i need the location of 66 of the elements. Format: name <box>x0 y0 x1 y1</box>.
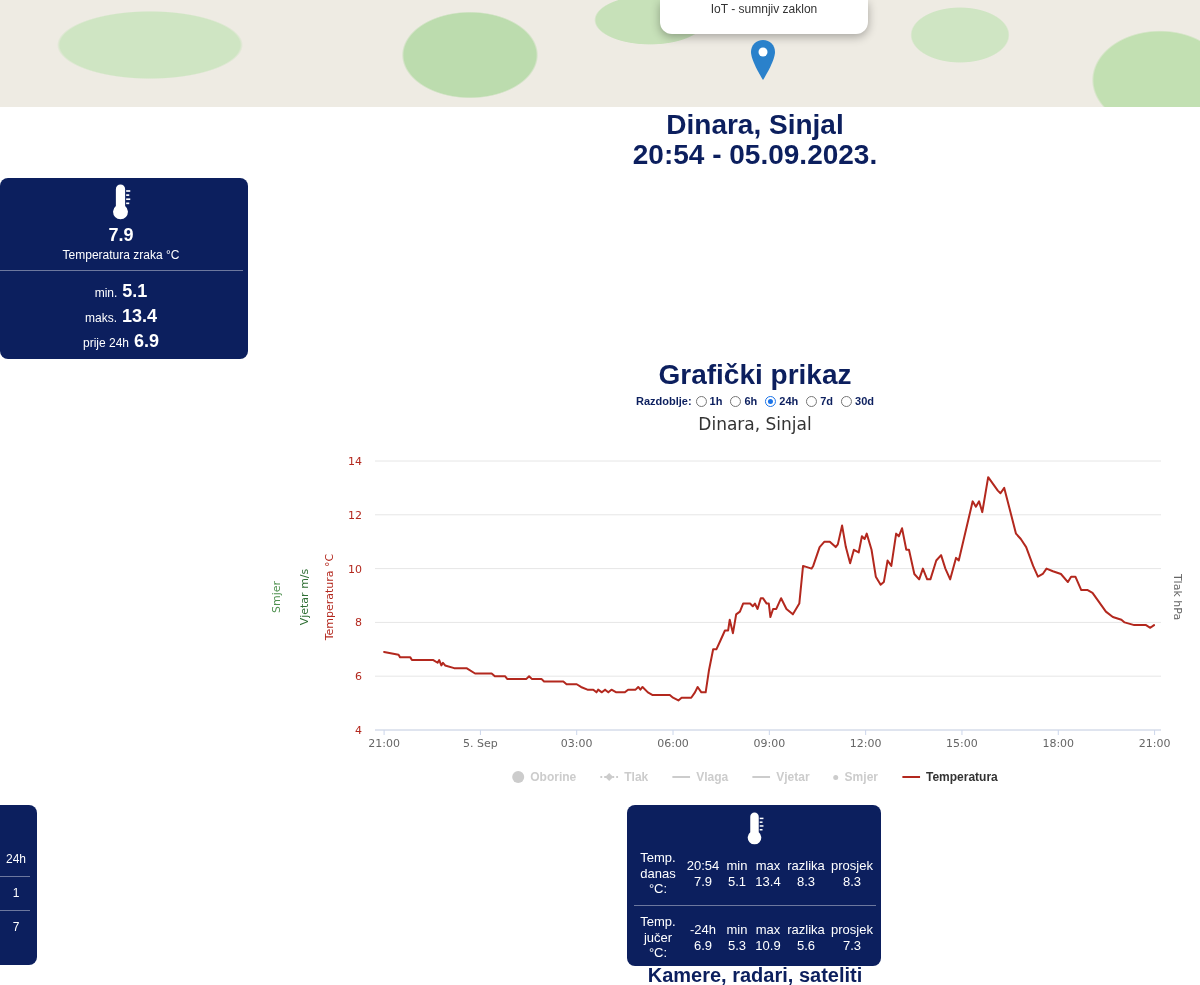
text: prosjek <box>831 858 873 873</box>
y-tick-label: 10 <box>348 562 362 576</box>
text: 5.3 <box>727 938 747 953</box>
text: Kamere, radari, sateliti <box>647 964 863 985</box>
text: Dinara, Sinjal <box>666 109 844 140</box>
text: razlika <box>787 922 825 937</box>
text: 7 <box>12 919 20 935</box>
text: 10.9 <box>755 938 781 953</box>
y-tick-label: 12 <box>348 508 362 522</box>
y-tick-label: 6 <box>355 670 362 684</box>
y2-axis-title: Tlak hPa <box>1170 573 1184 621</box>
y-axis-title: Temperatura °C <box>323 553 337 641</box>
text: IoT - sumnjiv zaklon <box>710 1 818 17</box>
text: 8.3 <box>796 874 816 889</box>
text: 1h <box>709 395 723 407</box>
text: 13.4 <box>121 305 158 327</box>
text: 24h <box>779 395 799 407</box>
text: 7.3 <box>842 938 862 953</box>
text: 5.6 <box>796 938 816 953</box>
text: prije 24h <box>82 335 129 352</box>
text: 8.3 <box>842 874 862 889</box>
x-tick-label: 21:00 <box>1138 736 1171 750</box>
text: max <box>755 922 781 937</box>
text: -24h <box>689 922 717 937</box>
x-tick-label: 21:00 <box>368 736 400 750</box>
x-tick-label: 03:00 <box>560 736 593 750</box>
text: Smjer <box>270 580 284 614</box>
text: razlika <box>787 858 825 873</box>
text: min <box>726 858 748 873</box>
x-tick-label: 06:00 <box>657 736 689 750</box>
text: 5.1 <box>122 280 148 302</box>
y-tick-label: 8 <box>355 616 362 630</box>
text: 13.4 <box>755 874 781 889</box>
text: max <box>755 858 781 873</box>
text: min <box>726 922 748 937</box>
legend-label: Temperatura <box>925 770 998 784</box>
text: 30d <box>855 395 875 407</box>
text: Vjetar m/s <box>298 568 312 626</box>
line-series <box>383 476 1156 702</box>
text: 6h <box>744 395 758 407</box>
text: min. <box>94 285 118 302</box>
text: prosjek <box>831 922 873 937</box>
text: 5.1 <box>727 874 747 889</box>
text: 7.9 <box>108 224 134 246</box>
text: 24h <box>5 851 27 867</box>
text: 7.9 <box>693 874 713 889</box>
text: 6.9 <box>134 330 160 352</box>
x-tick-label: 18:00 <box>1042 736 1075 750</box>
text: Temp. danas °C: <box>639 850 677 897</box>
text: 20:54 - 05.09.2023. <box>632 139 878 170</box>
y-tick-label: 4 <box>355 723 362 737</box>
y-tick-label: 14 <box>348 454 362 468</box>
x-tick-label: 15:00 <box>946 736 978 750</box>
x-tick-label: 12:00 <box>849 736 882 750</box>
text: Temp. jučer °C: <box>639 914 677 961</box>
text: 1 <box>12 885 20 901</box>
chart-subtitle: Dinara, Sinjal <box>698 413 812 435</box>
text: Temperatura zraka °C <box>62 247 180 263</box>
x-tick-label: 5. Sep <box>463 736 498 750</box>
text: 6.9 <box>693 938 713 953</box>
chart-title: Grafički prikaz <box>658 359 852 391</box>
x-tick-label: 09:00 <box>753 736 786 750</box>
text: maks. <box>84 310 117 327</box>
text: 7d <box>820 395 834 407</box>
text: 20:54 <box>686 858 720 873</box>
text: Razdoblje: <box>635 395 692 407</box>
